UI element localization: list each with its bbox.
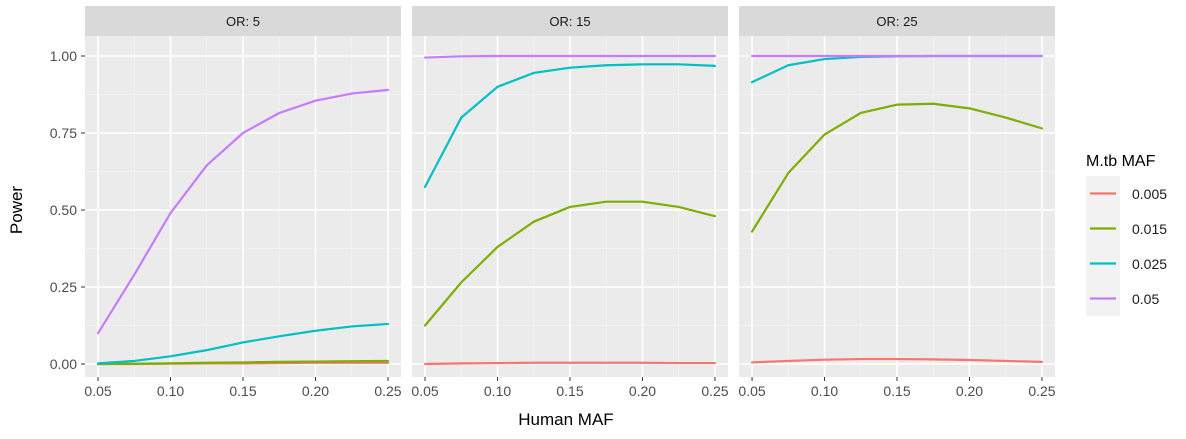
facet-strip	[85, 6, 401, 36]
series-line	[96, 322, 390, 365]
series-line	[750, 102, 1044, 233]
series-line	[423, 361, 717, 366]
x-axis-label: Human MAF	[518, 410, 613, 429]
x-tick-label: 0.20	[302, 383, 329, 399]
x-tick-label: 0.25	[701, 383, 728, 399]
panel: OR: 5 0.05 0.10 0.15 0.20 0.25	[84, 6, 402, 399]
x-tick-label: 0.05	[411, 383, 438, 399]
legend-label: 0.015	[1132, 221, 1167, 237]
x-tick-label: 0.05	[84, 383, 111, 399]
facet-title: OR: 15	[549, 14, 590, 29]
y-axis-label: Power	[7, 186, 26, 235]
legend-title: M.tb MAF	[1086, 153, 1156, 170]
legend-label: 0.05	[1132, 291, 1159, 307]
facet-title: OR: 25	[876, 14, 917, 29]
series-line	[96, 88, 390, 335]
x-tick-label: 0.10	[157, 383, 184, 399]
series-line	[423, 54, 717, 59]
panels: OR: 5 0.05 0.10 0.15 0.20 0.25 OR: 15 0.05 0.10 0…	[50, 6, 1056, 399]
y-tick-label: 0.25	[50, 279, 77, 295]
facet-title: OR: 5	[226, 14, 260, 29]
y-axis: 0.00 0.25 0.50 0.75 1.00	[50, 48, 85, 372]
y-tick-label: 0.75	[50, 125, 77, 141]
x-tick-label: 0.20	[629, 383, 656, 399]
x-tick-label: 0.15	[556, 383, 583, 399]
facet-strip	[739, 6, 1055, 36]
x-tick-label: 0.25	[1028, 383, 1055, 399]
panel: OR: 25 0.05 0.10 0.15 0.20 0.25	[738, 6, 1056, 399]
legend-items: 0.005 0.015 0.025 0.05	[1086, 176, 1167, 316]
series-line	[423, 200, 717, 327]
legend-label: 0.025	[1132, 256, 1167, 272]
x-tick-label: 0.15	[229, 383, 256, 399]
x-tick-label: 0.10	[484, 383, 511, 399]
x-tick-label: 0.05	[738, 383, 765, 399]
legend-label: 0.005	[1132, 186, 1167, 202]
legend: M.tb MAF 0.005 0.015 0.025 0.05	[1086, 153, 1167, 316]
y-tick-label: 1.00	[50, 48, 77, 64]
x-tick-label: 0.15	[883, 383, 910, 399]
panel: OR: 15 0.05 0.10 0.15 0.20 0.25	[411, 6, 729, 399]
series-line	[423, 63, 717, 188]
series-line	[750, 357, 1044, 364]
x-tick-label: 0.20	[956, 383, 983, 399]
facet-strip	[412, 6, 728, 36]
x-tick-label: 0.25	[374, 383, 401, 399]
y-tick-label: 0.50	[50, 202, 77, 218]
series-line	[96, 359, 390, 366]
x-tick-label: 0.10	[811, 383, 838, 399]
y-tick-label: 0.00	[50, 356, 77, 372]
